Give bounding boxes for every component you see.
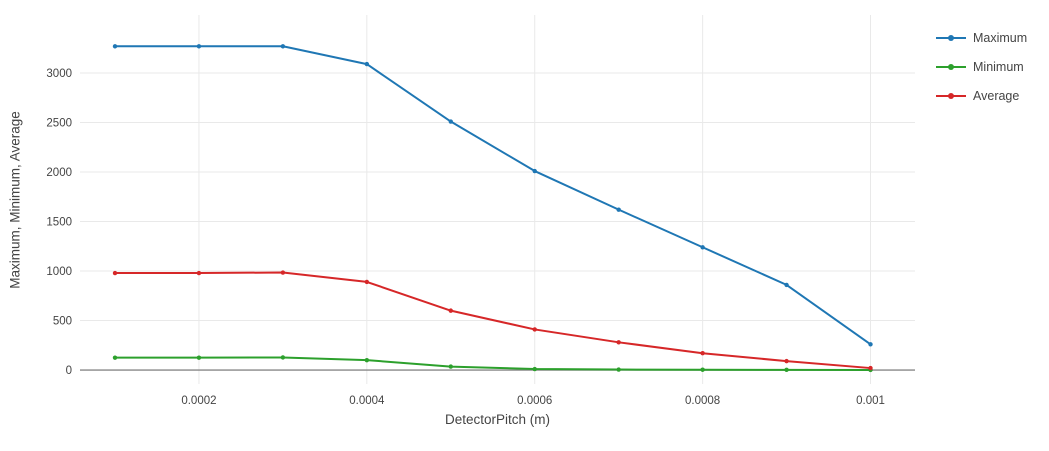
series-marker-average	[616, 340, 621, 345]
series-marker-minimum	[700, 367, 705, 372]
series-line-average	[114, 271, 872, 370]
series-marker-average	[196, 270, 202, 276]
y-tick-label: 1500	[46, 217, 72, 229]
series-line-maximum	[114, 45, 872, 346]
series-marker-average	[448, 308, 453, 313]
series-marker-average	[784, 358, 789, 364]
y-tick-label: 1000	[46, 266, 72, 278]
x-tick-label: 0.0002	[181, 395, 216, 407]
series-marker-maximum	[784, 282, 789, 288]
y-tick-label: 2500	[46, 118, 72, 130]
series-marker-maximum	[868, 342, 873, 347]
legend-line-icon	[936, 63, 966, 70]
series-marker-minimum	[532, 366, 537, 372]
series-marker-minimum	[784, 367, 789, 373]
series-marker-minimum	[112, 355, 118, 360]
legend-item-minimum[interactable]: Minimum	[936, 59, 1027, 74]
series-marker-average	[364, 279, 370, 285]
y-tick-label: 3000	[46, 68, 72, 80]
series-marker-minimum	[196, 355, 202, 360]
legend-dot-icon	[948, 92, 954, 99]
legend-label: Maximum	[973, 30, 1028, 45]
series-marker-maximum	[112, 44, 118, 49]
y-axis-title: Maximum, Minimum, Average	[7, 111, 23, 289]
series-marker-average	[868, 365, 873, 371]
legend-item-average[interactable]: Average	[936, 88, 1027, 103]
series-line-minimum	[114, 356, 872, 371]
series-marker-maximum	[364, 61, 370, 67]
legend-line-icon	[936, 34, 966, 41]
legend-label: Minimum	[973, 59, 1024, 74]
x-axis-title: DetectorPitch (m)	[444, 412, 551, 427]
legend-dot-icon	[948, 63, 954, 70]
series-marker-average	[532, 327, 537, 332]
x-tick-label: 0.0008	[685, 395, 720, 407]
x-tick-label: 0.001	[856, 395, 885, 407]
y-tick-label: 500	[53, 316, 72, 328]
series-marker-minimum	[364, 357, 370, 363]
series-marker-maximum	[448, 119, 453, 124]
legend-dot-icon	[948, 34, 954, 41]
series-marker-minimum	[280, 355, 286, 360]
series-marker-maximum	[616, 207, 621, 212]
legend: Maximum Minimum Average	[936, 31, 1027, 118]
legend-label: Average	[973, 88, 1020, 103]
x-tick-label: 0.0004	[349, 395, 385, 407]
series-marker-maximum	[280, 44, 286, 49]
y-tick-label: 0	[66, 365, 72, 377]
legend-item-maximum[interactable]: Maximum	[936, 30, 1028, 45]
series-marker-minimum	[448, 364, 453, 369]
series-marker-maximum	[532, 168, 537, 174]
series-marker-maximum	[700, 245, 705, 250]
y-tick-label: 2000	[46, 167, 72, 179]
series-marker-average	[280, 270, 286, 275]
series-marker-minimum	[616, 367, 621, 372]
x-tick-label: 0.0006	[517, 395, 552, 407]
series-marker-average	[112, 270, 118, 276]
legend-line-icon	[936, 92, 966, 99]
series-marker-maximum	[196, 44, 202, 49]
series-marker-average	[700, 351, 705, 356]
